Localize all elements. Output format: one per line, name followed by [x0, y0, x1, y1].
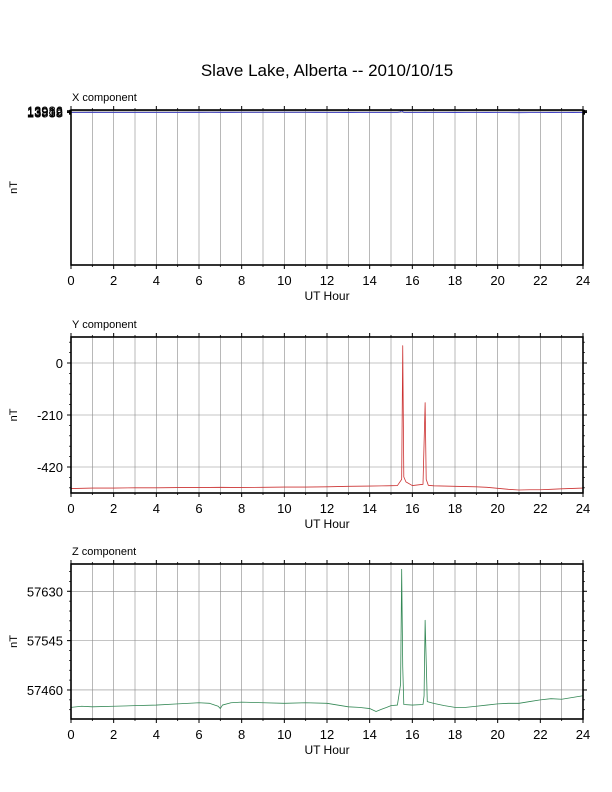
x-tick-label: 2: [110, 273, 117, 288]
x-tick-label: 10: [277, 273, 291, 288]
x-tick-label: 4: [153, 727, 160, 742]
x-tick-label: 14: [362, 727, 376, 742]
y-tick-label: 57460: [27, 683, 63, 698]
x-tick-label: 8: [238, 501, 245, 516]
x-axis-label: UT Hour: [304, 517, 349, 531]
x-tick-label: 16: [405, 727, 419, 742]
x-tick-label: 2: [110, 501, 117, 516]
figure-title: Slave Lake, Alberta -- 2010/10/15: [201, 61, 453, 80]
y-tick-label: 13838: [27, 106, 63, 121]
x-tick-label: 14: [362, 273, 376, 288]
x-tick-label: 10: [277, 727, 291, 742]
x-tick-label: 22: [533, 727, 547, 742]
x-tick-label: 24: [576, 501, 590, 516]
x-tick-label: 4: [153, 501, 160, 516]
data-series-line: [70, 109, 584, 114]
y-axis-label: nT: [8, 181, 20, 194]
y-tick-label: 57545: [27, 634, 63, 649]
data-series-line: [70, 345, 584, 491]
y-tick-label: 13986: [27, 104, 63, 119]
x-tick-label: 24: [576, 273, 590, 288]
panel-title: Y component: [72, 319, 137, 331]
x-axis-label: UT Hour: [304, 743, 349, 757]
x-tick-label: 18: [448, 273, 462, 288]
data-series-line: [70, 568, 584, 712]
x-tick-label: 6: [195, 273, 202, 288]
y-axis-label: nT: [8, 408, 20, 421]
x-tick-label: 16: [405, 273, 419, 288]
x-tick-label: 20: [490, 501, 504, 516]
x-tick-label: 0: [67, 501, 74, 516]
panel-title: Z component: [72, 546, 136, 558]
x-tick-label: 14: [362, 501, 376, 516]
x-tick-label: 22: [533, 501, 547, 516]
x-tick-label: 12: [320, 501, 334, 516]
x-tick-label: 8: [238, 273, 245, 288]
y-tick-label: 57630: [27, 584, 63, 599]
x-tick-label: 6: [195, 727, 202, 742]
x-tick-label: 12: [320, 273, 334, 288]
panel-title: X component: [72, 92, 137, 104]
x-tick-label: 20: [490, 727, 504, 742]
y-tick-label: -210: [37, 408, 63, 423]
x-tick-label: 2: [110, 727, 117, 742]
x-tick-label: 18: [448, 501, 462, 516]
x-tick-label: 16: [405, 501, 419, 516]
x-tick-label: 10: [277, 501, 291, 516]
x-tick-label: 20: [490, 273, 504, 288]
y-axis-label: nT: [8, 635, 20, 648]
x-tick-label: 4: [153, 273, 160, 288]
x-tick-label: 0: [67, 727, 74, 742]
x-tick-label: 8: [238, 727, 245, 742]
x-tick-label: 12: [320, 727, 334, 742]
y-tick-label: -420: [37, 460, 63, 475]
x-tick-label: 24: [576, 727, 590, 742]
x-tick-label: 0: [67, 273, 74, 288]
x-tick-label: 6: [195, 501, 202, 516]
y-tick-label: 13912: [27, 105, 63, 120]
y-tick-label: 0: [56, 356, 63, 371]
x-tick-label: 22: [533, 273, 547, 288]
x-axis-label: UT Hour: [304, 289, 349, 303]
x-tick-label: 18: [448, 727, 462, 742]
